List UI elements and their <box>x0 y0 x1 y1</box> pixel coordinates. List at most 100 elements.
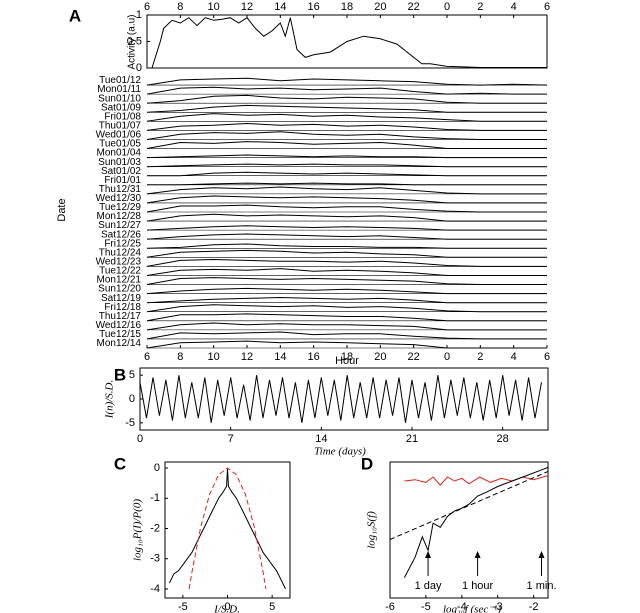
y-axis-label: log₁₀S(f) <box>366 511 378 549</box>
x-tick-label: 6 <box>144 1 150 13</box>
x-tick-label: 12 <box>241 1 253 13</box>
y-tick-label: 5 <box>129 369 135 381</box>
row-label: Sun12/20 <box>98 284 141 295</box>
x-tick-label: 10 <box>208 1 220 13</box>
data-line <box>151 17 547 69</box>
y-axis-label: I(n)/S.D. <box>104 380 116 420</box>
y-tick-label: 1 <box>136 9 142 21</box>
data-line <box>146 163 547 168</box>
annotation: 1 day <box>415 580 442 592</box>
x-tick-label: 14 <box>274 1 286 13</box>
y-tick-label: 0 <box>154 462 160 474</box>
row-label: Tue12/22 <box>99 266 141 277</box>
panel-label: A <box>69 6 81 25</box>
row-label: Fri01/08 <box>104 111 141 122</box>
annotation: 1 hour <box>462 580 494 592</box>
x-tick-label: 18 <box>341 1 353 13</box>
x-axis-label: Hour <box>335 355 359 367</box>
x-tick-label: 4 <box>511 1 517 13</box>
data-line <box>146 322 547 331</box>
data-line <box>146 304 547 313</box>
panel-label: B <box>114 365 126 384</box>
data-line <box>146 131 547 140</box>
x-tick-label: 4 <box>511 351 517 363</box>
arrow-head <box>425 551 432 558</box>
row-label: Wed12/16 <box>96 320 142 331</box>
y-tick-label: 0 <box>129 393 135 405</box>
row-label: Thu12/17 <box>99 311 142 322</box>
row-label: Thu12/24 <box>99 247 142 258</box>
x-axis-label: I/S.D. <box>213 604 240 613</box>
arrow-head <box>538 551 545 558</box>
y-tick-label: -4 <box>150 583 160 595</box>
data-line <box>146 277 547 285</box>
row-label: Tue12/15 <box>99 329 141 340</box>
data-line <box>146 104 547 113</box>
data-line <box>188 467 267 589</box>
row-label: Mon12/14 <box>97 338 142 349</box>
data-line <box>146 77 548 86</box>
panel-label: C <box>114 454 126 473</box>
x-tick-label: 6 <box>144 351 150 363</box>
row-label: Fri01/01 <box>104 175 141 186</box>
x-axis-label: Time (days) <box>314 446 366 458</box>
x-tick-label: 2 <box>477 1 483 13</box>
data-line <box>147 182 547 186</box>
data-line <box>146 233 547 240</box>
data-line <box>146 225 547 231</box>
data-line <box>146 204 547 213</box>
data-line <box>146 195 547 204</box>
x-tick-label: 0 <box>137 433 143 445</box>
row-label: Mon01/11 <box>97 84 141 95</box>
x-tick-label: 7 <box>228 433 234 445</box>
data-line <box>403 466 549 578</box>
x-tick-label: 22 <box>408 1 420 13</box>
data-line <box>146 94 547 104</box>
x-tick-label: 12 <box>241 351 253 363</box>
plot-frame <box>389 461 549 599</box>
x-tick-label: 21 <box>406 433 418 445</box>
row-label: Wed12/30 <box>96 193 142 204</box>
data-line <box>147 171 547 177</box>
plot-frame <box>164 461 291 599</box>
data-line <box>146 213 547 222</box>
row-label: Fri12/25 <box>104 238 141 249</box>
data-line <box>146 243 547 249</box>
x-tick-label: -5 <box>421 601 431 613</box>
y-tick-label: -5 <box>125 417 135 429</box>
annotation: 1 min. <box>527 580 557 592</box>
x-tick-label: -6 <box>385 601 395 613</box>
data-line <box>146 296 547 304</box>
x-tick-label: 6 <box>544 1 550 13</box>
x-tick-label: 0 <box>444 1 450 13</box>
x-tick-label: 20 <box>374 1 386 13</box>
x-tick-label: -5 <box>178 601 188 613</box>
data-line <box>139 375 542 423</box>
x-tick-label: 14 <box>315 433 327 445</box>
data-line <box>146 258 547 267</box>
x-tick-label: -3 <box>493 601 503 613</box>
x-tick-label: 28 <box>497 433 509 445</box>
x-tick-label: 22 <box>408 351 420 363</box>
x-tick-label: 16 <box>308 351 320 363</box>
row-label: Sun12/27 <box>98 220 141 231</box>
row-label: Sat12/26 <box>101 229 141 240</box>
row-label: Sun01/03 <box>98 157 141 168</box>
row-label: Wed12/23 <box>96 257 142 268</box>
row-label: Sat01/09 <box>101 102 141 113</box>
data-line <box>146 113 547 122</box>
x-tick-label: 0 <box>444 351 450 363</box>
row-label: Sat12/19 <box>101 293 141 304</box>
x-tick-label: -2 <box>529 601 539 613</box>
x-tick-label: 6 <box>544 351 550 363</box>
data-line <box>146 141 547 149</box>
y-tick-label: 0.5 <box>127 35 142 47</box>
y-tick-label: -1 <box>150 492 160 504</box>
arrow-head <box>474 551 481 558</box>
data-line <box>146 186 547 195</box>
x-tick-label: 14 <box>274 351 286 363</box>
row-label: Mon01/04 <box>97 148 142 159</box>
row-label: Tue12/29 <box>99 202 141 213</box>
row-label: Sat01/02 <box>101 166 141 177</box>
data-line <box>146 122 547 131</box>
